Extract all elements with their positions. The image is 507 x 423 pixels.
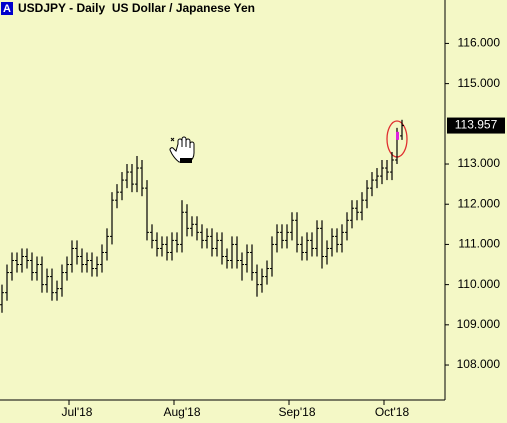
x-tick-label: Oct'18 [375, 405, 410, 419]
last-price-label: 113.957 [455, 118, 498, 132]
x-tick-label: Aug'18 [164, 405, 201, 419]
chart-title: USDJPY - Daily US Dollar / Japanese Yen [18, 1, 255, 15]
y-tick-label: 110.000 [458, 277, 501, 291]
x-tick-label: Sep'18 [279, 405, 316, 419]
y-tick-label: 115.000 [458, 76, 501, 90]
badge: A [3, 3, 11, 15]
hand-cursor [169, 136, 195, 163]
last-price-box [447, 117, 505, 134]
y-tick-label: 111.000 [458, 237, 500, 251]
y-tick-label: 108.000 [457, 357, 501, 371]
y-tick-label: 116.000 [458, 36, 501, 50]
prev-bar-marker [396, 131, 399, 140]
y-tick-label: 112.000 [458, 196, 501, 210]
x-tick-label: Jul'18 [62, 405, 93, 419]
y-tick-label: 109.000 [457, 317, 501, 331]
y-tick-label: 113.000 [458, 156, 501, 170]
badge-box [1, 2, 13, 15]
